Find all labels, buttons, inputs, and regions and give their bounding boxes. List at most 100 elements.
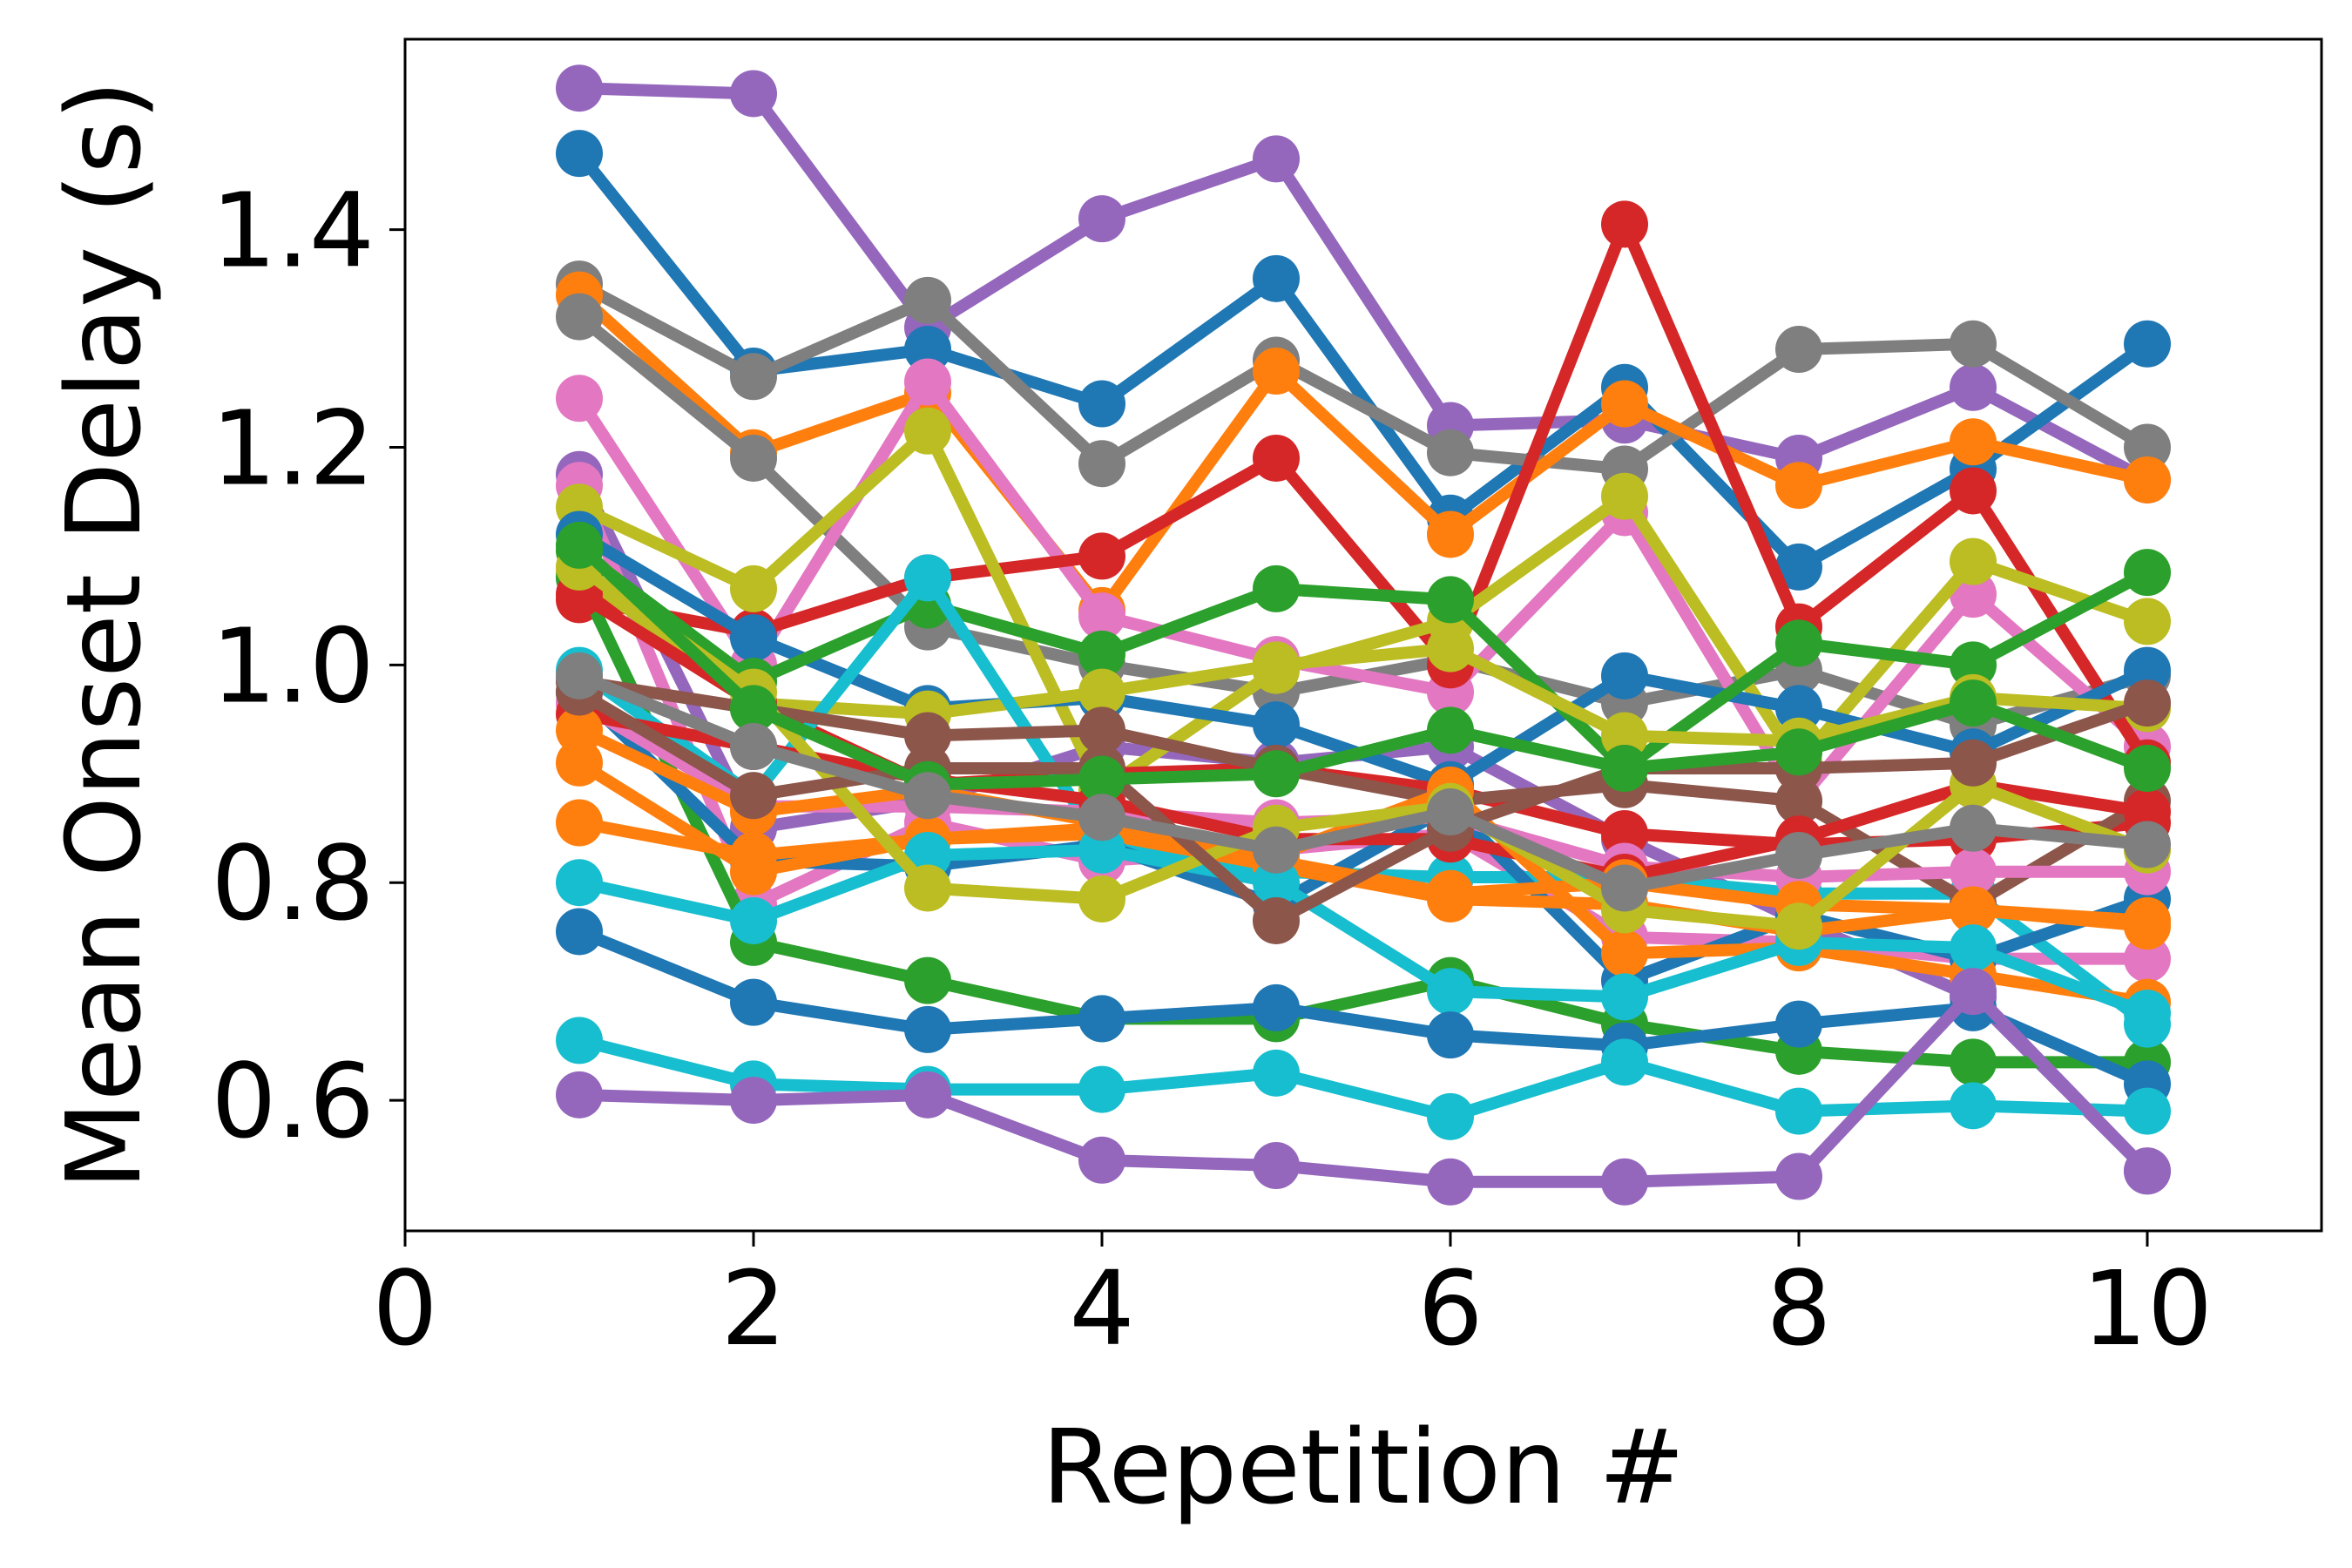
data-point [1775, 619, 1822, 667]
data-point [1253, 983, 1300, 1031]
data-point [1775, 902, 1822, 950]
series-24 [556, 826, 2171, 1037]
data-point [556, 652, 603, 700]
data-point [1601, 472, 1648, 520]
data-point [730, 896, 777, 944]
data-point [1950, 1038, 1997, 1086]
y-tick-label: 0.8 [211, 823, 375, 943]
data-point [556, 1071, 603, 1119]
data-point [556, 293, 603, 341]
data-point [730, 685, 777, 733]
data-point [1078, 1065, 1125, 1113]
data-point [904, 772, 951, 820]
data-point [1253, 826, 1300, 874]
series-line [573, 1034, 2153, 1123]
data-point [2124, 990, 2171, 1037]
data-point [1601, 810, 1648, 857]
y-tick-label: 0.6 [211, 1041, 375, 1161]
data-point [1253, 434, 1300, 482]
data-point [1601, 864, 1648, 912]
data-point [2124, 646, 2171, 694]
data-point [556, 375, 603, 422]
series-line [573, 278, 2153, 476]
data-point [730, 70, 777, 118]
data-point [1601, 712, 1648, 760]
data-point [2124, 598, 2171, 645]
data-point [1427, 968, 1474, 1016]
data-point [1078, 706, 1125, 754]
data-point [1950, 679, 1997, 727]
x-tick-label: 2 [720, 1248, 786, 1369]
y-tick-label: 1.4 [211, 171, 375, 291]
data-point [1601, 1038, 1648, 1086]
data-point [904, 326, 951, 374]
data-point [1078, 380, 1125, 428]
data-point [556, 739, 603, 787]
data-point [1427, 869, 1474, 917]
data-point [1950, 924, 1997, 972]
series-line [573, 843, 2153, 1020]
series-line [573, 424, 2153, 797]
x-tick-label: 8 [1766, 1248, 1831, 1369]
data-point [1950, 739, 1997, 787]
x-tick-label: 10 [2082, 1248, 2213, 1369]
data-point [1427, 625, 1474, 672]
data-point [1950, 363, 1997, 411]
series-line [573, 686, 2153, 927]
data-point [1775, 831, 1822, 879]
data-point [2124, 788, 2171, 836]
data-point [1775, 1000, 1822, 1048]
series-line [573, 218, 2153, 769]
series-line [573, 544, 2153, 775]
data-point [1601, 380, 1648, 428]
data-point [1601, 652, 1648, 700]
data-point [1601, 929, 1648, 977]
y-axis-title: Mean Onset Delay (s) [44, 80, 164, 1190]
data-point [2124, 745, 2171, 793]
data-point [1775, 1087, 1822, 1135]
y-tick-label: 1.2 [211, 388, 375, 508]
data-point [1950, 418, 1997, 466]
data-point [556, 130, 603, 178]
data-point [1427, 576, 1474, 624]
data-point [1078, 668, 1125, 716]
data-point [1950, 804, 1997, 852]
x-axis-title: Repetition # [1042, 1407, 1685, 1527]
series-line [573, 147, 2153, 573]
data-point [1427, 510, 1474, 558]
data-point [1775, 685, 1822, 733]
data-point [1253, 641, 1300, 689]
data-point [730, 772, 777, 820]
data-point [1775, 462, 1822, 510]
data-point [1078, 995, 1125, 1043]
data-point [2124, 1147, 2171, 1195]
data-point [1775, 1152, 1822, 1200]
data-point [556, 64, 603, 112]
data-point [904, 712, 951, 760]
data-point [1775, 326, 1822, 374]
data-point [904, 358, 951, 406]
data-point [1775, 728, 1822, 776]
data-point [730, 353, 777, 401]
data-point [1078, 794, 1125, 841]
series-layer [556, 64, 2171, 1206]
data-point [1253, 254, 1300, 302]
data-point [1601, 200, 1648, 248]
data-point [730, 978, 777, 1026]
data-point [2124, 935, 2171, 983]
x-tick-label: 6 [1417, 1248, 1483, 1369]
data-point [1253, 135, 1300, 183]
data-point [1775, 777, 1822, 825]
y-tick-label: 1.0 [211, 605, 375, 726]
series-line [573, 985, 2153, 1188]
data-point [1950, 320, 1997, 368]
data-point [2124, 679, 2171, 727]
series-line [573, 82, 2153, 486]
data-point [2124, 456, 2171, 504]
data-point [1078, 532, 1125, 580]
data-point [1078, 1136, 1125, 1184]
data-point [1253, 1049, 1300, 1097]
data-point [556, 1017, 603, 1064]
series-line [573, 686, 2153, 987]
